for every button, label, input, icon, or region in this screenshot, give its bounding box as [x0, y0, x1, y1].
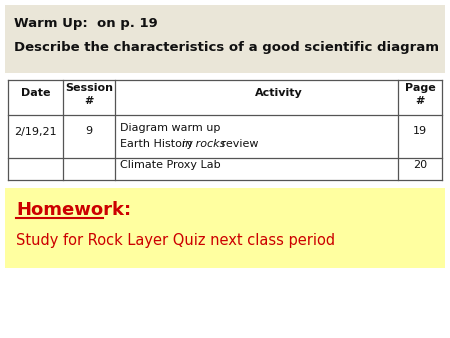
Text: Diagram warm up: Diagram warm up	[120, 123, 220, 133]
Text: Earth History: Earth History	[120, 139, 197, 149]
Text: review: review	[218, 139, 258, 149]
Bar	[5, 5, 445, 73]
Text: 20: 20	[413, 160, 427, 170]
Text: Activity: Activity	[255, 88, 302, 97]
Text: 2/19,21: 2/19,21	[14, 126, 57, 137]
Text: in rocks: in rocks	[182, 139, 225, 149]
Text: Warm Up:  on p. 19: Warm Up: on p. 19	[14, 17, 158, 30]
Text: Climate Proxy Lab: Climate Proxy Lab	[120, 160, 220, 170]
Text: 19: 19	[413, 126, 427, 137]
Text: Session
#: Session #	[65, 83, 113, 106]
Bar	[5, 188, 445, 268]
Text: Describe the characteristics of a good scientific diagram: Describe the characteristics of a good s…	[14, 41, 439, 54]
Text: Homework:: Homework:	[16, 201, 131, 219]
Text: Date: Date	[21, 88, 50, 97]
Text: Page
#: Page #	[405, 83, 436, 106]
Text: Study for Rock Layer Quiz next class period: Study for Rock Layer Quiz next class per…	[16, 233, 335, 248]
Text: 9: 9	[86, 126, 93, 137]
